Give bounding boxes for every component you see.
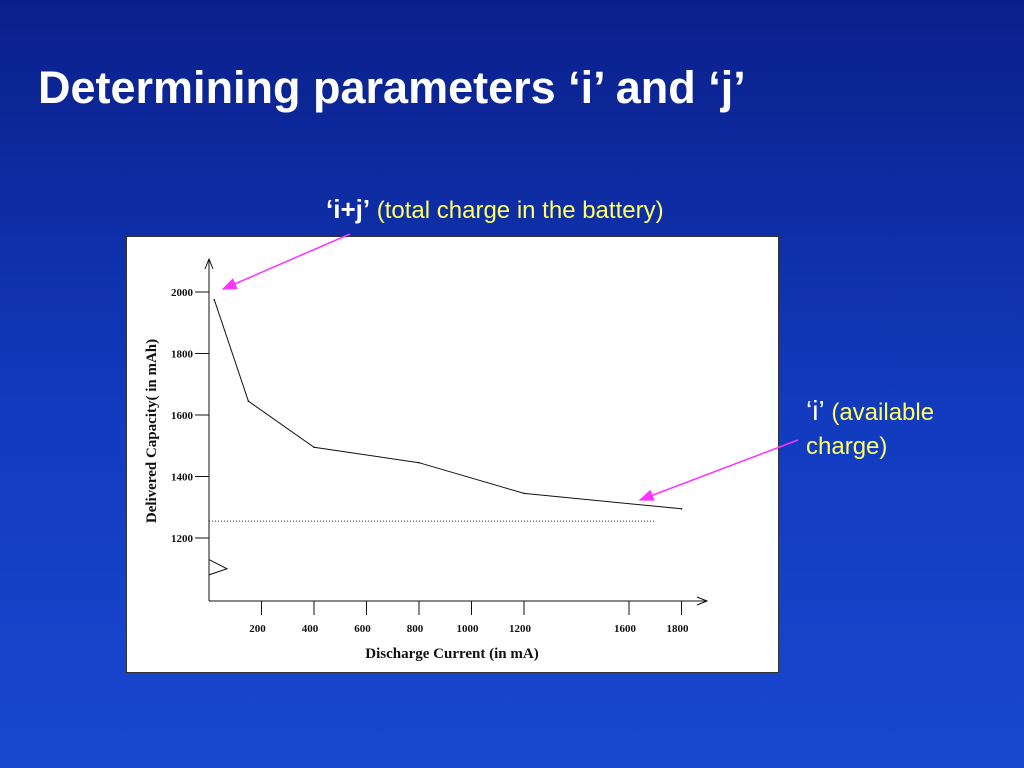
x-tick-label-1600: 1600	[614, 623, 637, 635]
x-tick-label-1200: 1200	[509, 623, 532, 635]
annotation-total-charge-text: (total charge in the battery)	[376, 197, 664, 224]
x-axis-arrow	[696, 596, 709, 606]
x-tick-label-1000: 1000	[457, 623, 480, 635]
data-point-0-1	[247, 400, 250, 402]
capacity-chart: 1200 1400 1600 1800 2000 200 400 600 800 1000 1200…	[144, 257, 709, 662]
chart-panel: 1200 1400 1600 1800 2000 200 400 600 800 1000 1200…	[126, 236, 779, 673]
x-tick-label-1800: 1800	[667, 623, 690, 635]
y-tick-label-1600: 1600	[171, 410, 194, 422]
annotation-available-charge-key: ‘i’	[806, 395, 825, 426]
y-axis-arrow	[204, 257, 214, 270]
y-axis	[208, 259, 229, 601]
data-point-0-5	[680, 507, 683, 510]
x-tick-label-600: 600	[354, 623, 371, 635]
annotation-available-charge: ‘i’ (available charge)	[806, 394, 1006, 464]
data-point-0-4	[523, 492, 525, 495]
annotation-total-charge-key: ‘i+j’	[326, 194, 371, 224]
x-tick-label-800: 800	[407, 623, 424, 635]
data-point-0-0	[213, 298, 216, 301]
annotation-available-charge-text: (available charge)	[806, 399, 935, 460]
x-tick-label-400: 400	[302, 623, 319, 635]
y-tick-label-2000: 2000	[171, 287, 194, 299]
y-tick-label-1400: 1400	[171, 472, 194, 484]
data-point-0-2	[313, 446, 315, 449]
annotation-total-charge: ‘i+j’ (total charge in the battery)	[326, 194, 664, 225]
x-tick-label-200: 200	[249, 623, 266, 635]
y-tick-label-1800: 1800	[171, 349, 194, 361]
y-axis-label: Delivered Capacity( in mAh)	[144, 339, 160, 523]
x-axis-label: Discharge Current (in mA)	[365, 646, 538, 662]
series-line-0	[213, 299, 682, 510]
slide-title: Determining parameters ‘i’ and ‘j’	[38, 62, 746, 113]
y-tick-label-1200: 1200	[171, 533, 194, 545]
data-point-0-3	[418, 461, 420, 464]
